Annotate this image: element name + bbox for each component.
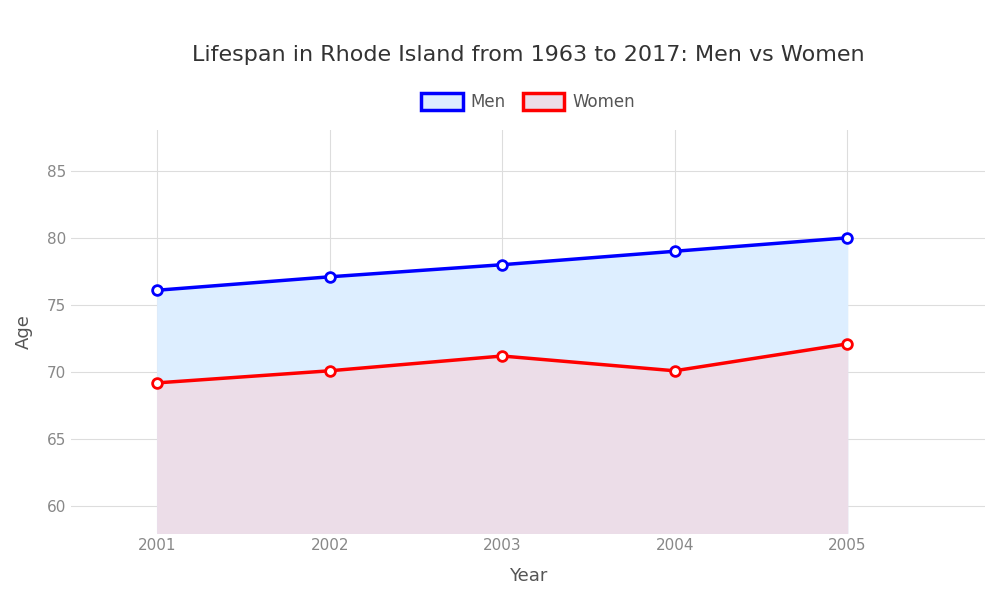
Y-axis label: Age: Age bbox=[15, 314, 33, 349]
X-axis label: Year: Year bbox=[509, 567, 547, 585]
Legend: Men, Women: Men, Women bbox=[414, 86, 642, 118]
Title: Lifespan in Rhode Island from 1963 to 2017: Men vs Women: Lifespan in Rhode Island from 1963 to 20… bbox=[192, 45, 864, 65]
